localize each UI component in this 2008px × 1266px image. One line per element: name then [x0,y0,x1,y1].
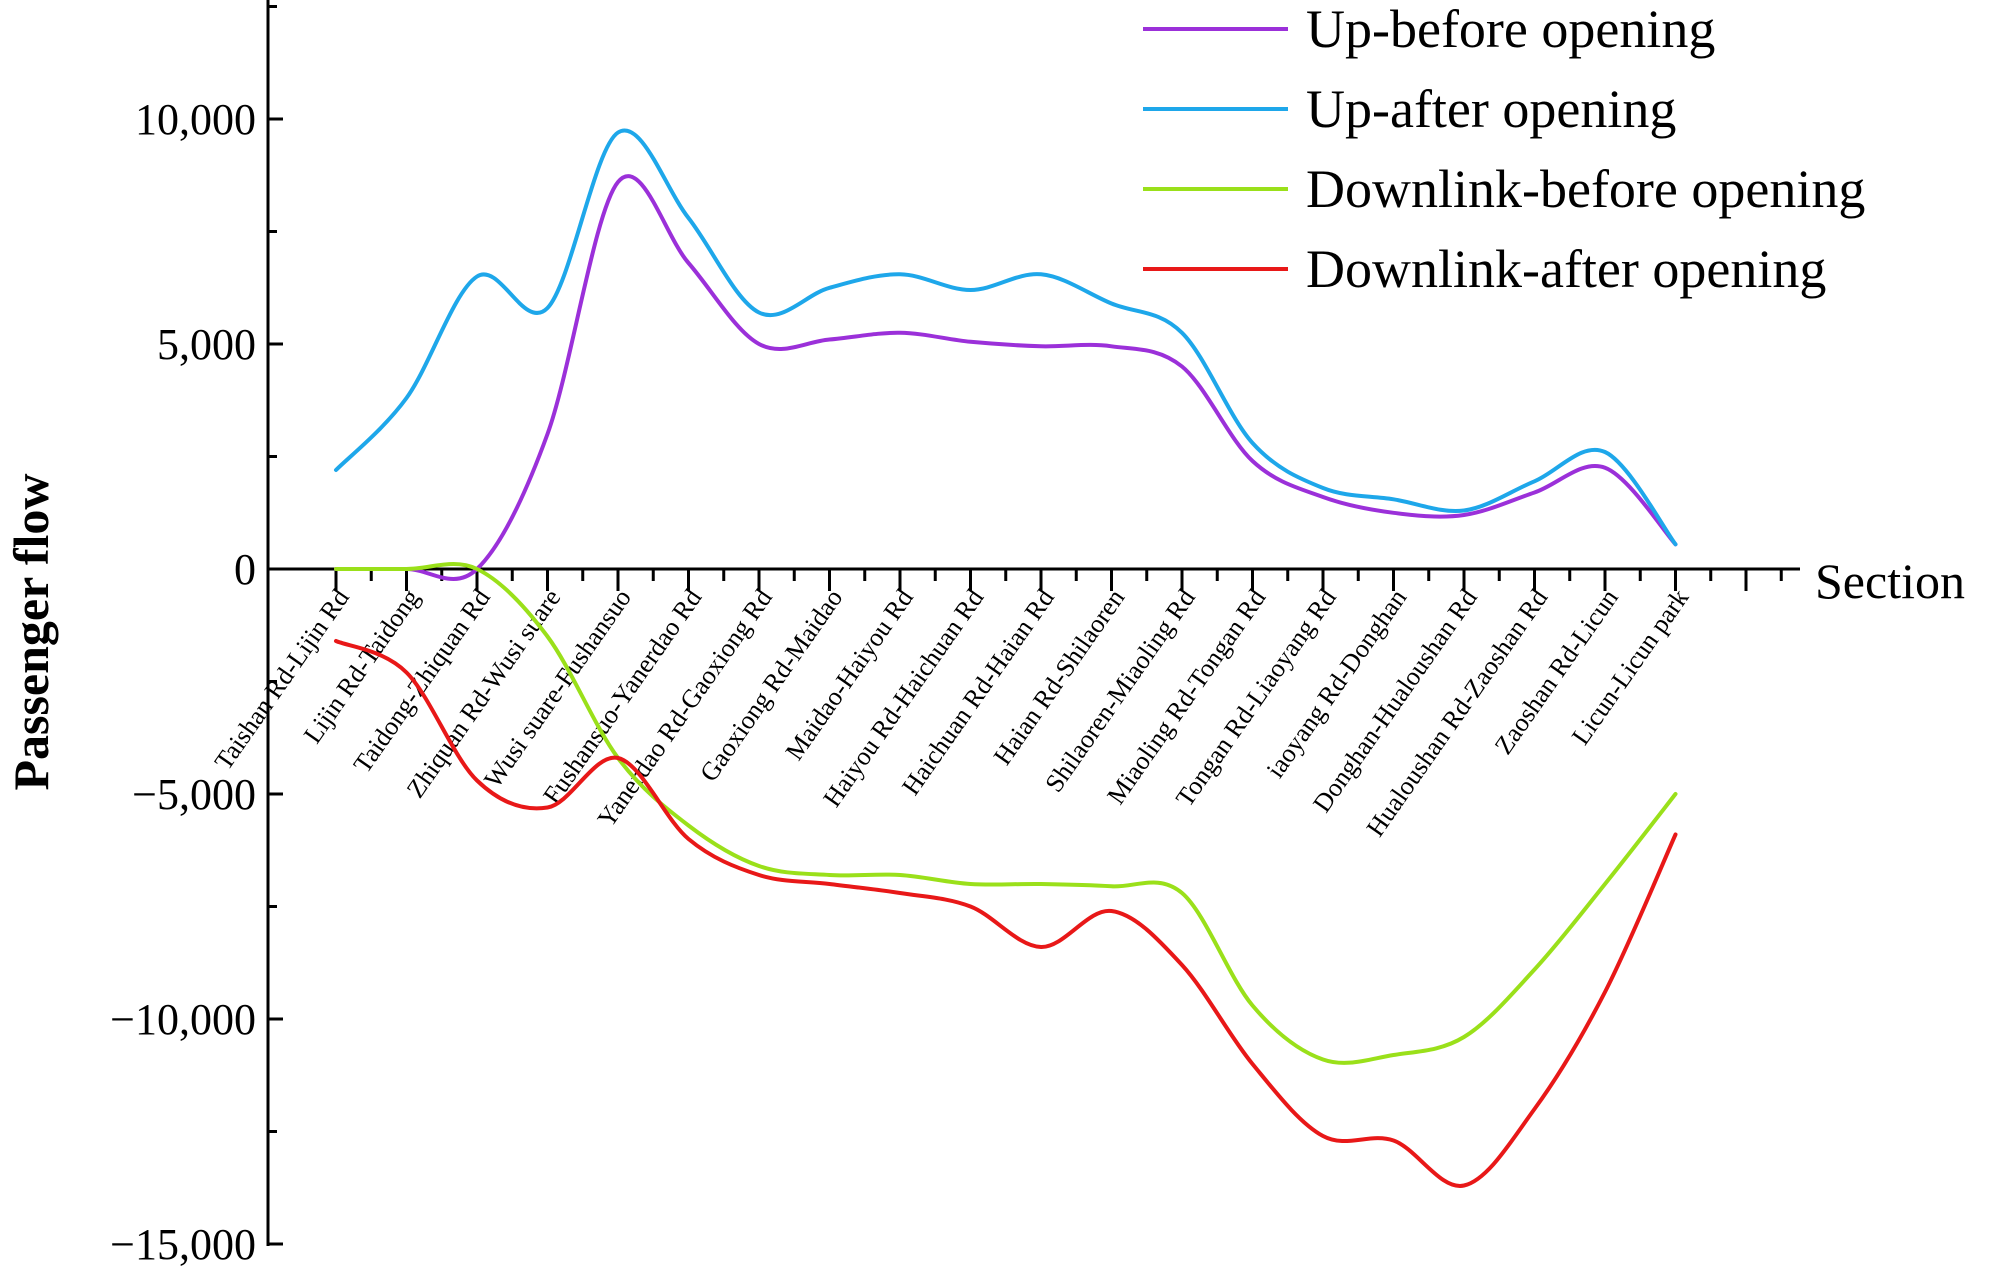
x-category-label: Haian Rd-Shilaoren [988,584,1131,770]
series-line-up-before-opening [334,174,1678,581]
series-layer [334,128,1678,1188]
legend-label: Up-before opening [1306,0,1715,59]
series-line-downlink-before-opening [334,562,1678,1065]
legend-label: Up-after opening [1306,79,1676,139]
x-axis-title: Section [1815,553,1965,609]
series-line-up-after-opening [334,128,1678,547]
y-axis-title: Passenger flow [3,473,59,790]
y-tick-label: 10,000 [135,95,256,144]
x-category-label: Taishan Rd-Lijin Rd [209,584,355,775]
y-tick-label: −10,000 [110,995,256,1044]
y-tick-label: −15,000 [110,1220,256,1266]
y-tick-label: 0 [234,545,256,594]
legend-label: Downlink-before opening [1306,159,1865,219]
legend-label: Downlink-after opening [1306,239,1826,299]
x-category-label: Maidao-Haiyou Rd [780,584,919,766]
y-tick-label: 5,000 [157,320,256,369]
x-category-label: Zaoshan Rd-Licun [1489,584,1624,760]
legend: Up-before opening Up-after opening Downlin… [1143,0,1865,299]
y-tick-label: −5,000 [132,770,256,819]
series-line-downlink-after-opening [334,639,1678,1188]
